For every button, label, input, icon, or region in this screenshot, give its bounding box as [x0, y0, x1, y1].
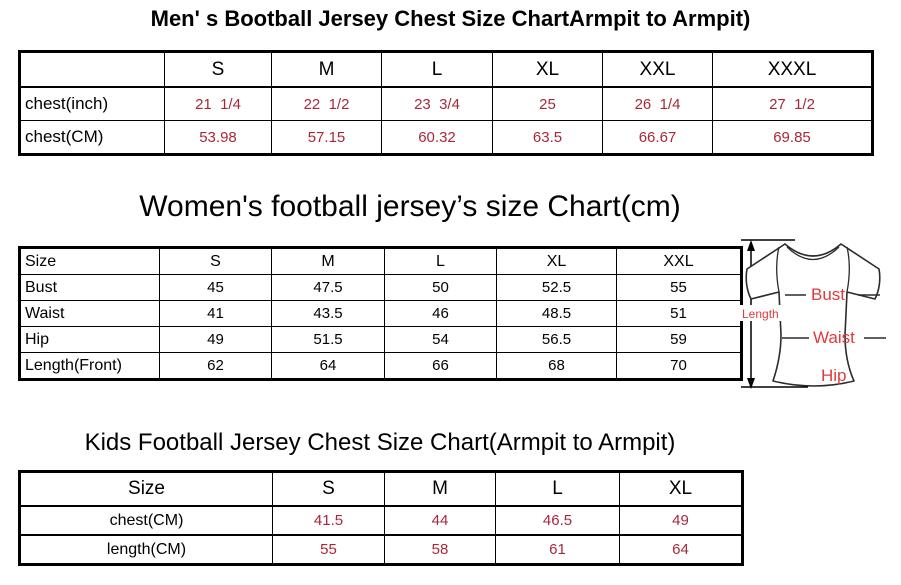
value-cell: 45	[159, 274, 272, 301]
value-cell: 22 1/2	[271, 86, 382, 121]
mens-size-table: S M L XL XXL XXXL chest(inch) 21 1/4 22 1/2 23 3…	[18, 50, 874, 156]
size-column-header: S	[159, 247, 272, 275]
table-row: chest(CM) 41.5 44 46.5 49	[19, 505, 743, 536]
value-cell: 50	[384, 274, 497, 301]
row-label: Length(Front)	[19, 352, 160, 380]
mens-chart-title: Men' s Bootball Jersey Chest Size ChartA…	[150, 6, 751, 31]
value-cell: 49	[159, 326, 272, 353]
table-row: Hip 49 51.5 54 56.5 59	[19, 326, 742, 353]
table-row: chest(inch) 21 1/4 22 1/2 23 3/4 25 26 1/4 27 …	[19, 86, 873, 121]
table-row: chest(CM) 53.98 57.15 60.32 63.5 66.67 69.85	[19, 120, 873, 155]
value-cell: 21 1/4	[164, 86, 272, 121]
value-cell: 51	[616, 300, 742, 327]
label-column-header: Size	[19, 471, 273, 507]
table-row: Length(Front) 62 64 66 68 70	[19, 352, 742, 380]
value-cell: 52.5	[496, 274, 617, 301]
value-cell: 53.98	[164, 120, 272, 155]
value-cell: 63.5	[492, 120, 603, 155]
bust-label: Bust	[811, 285, 845, 304]
value-cell: 70	[616, 352, 742, 380]
kids-size-table: Size S M L XL chest(CM) 41.5 44 46.5 49 length(CM…	[18, 470, 744, 566]
row-label: chest(CM)	[19, 120, 165, 155]
size-column-header: M	[271, 51, 382, 88]
value-cell: 44	[384, 505, 496, 536]
row-label: Bust	[19, 274, 160, 301]
value-cell: 64	[271, 352, 385, 380]
size-column-header: S	[272, 471, 385, 507]
table-row: Bust 45 47.5 50 52.5 55	[19, 274, 742, 301]
label-column-header: Size	[19, 247, 160, 275]
value-cell: 64	[619, 534, 743, 565]
value-cell: 46.5	[495, 505, 620, 536]
value-cell: 55	[616, 274, 742, 301]
size-column-header: L	[384, 247, 497, 275]
size-column-header: L	[381, 51, 493, 88]
value-cell: 55	[272, 534, 385, 565]
value-cell: 23 3/4	[381, 86, 493, 121]
table-header-row: S M L XL XXL XXXL	[19, 51, 873, 88]
size-column-header: XXL	[616, 247, 742, 275]
waist-label: Waist	[813, 328, 855, 347]
kids-chart-title: Kids Football Jersey Chest Size Chart(Ar…	[84, 429, 676, 456]
value-cell: 47.5	[271, 274, 385, 301]
size-column-header: XL	[496, 247, 617, 275]
row-label: length(CM)	[19, 534, 273, 565]
value-cell: 66	[384, 352, 497, 380]
table-header-row: Size S M L XL XXL	[19, 247, 742, 275]
table-header-row: Size S M L XL	[19, 471, 743, 507]
value-cell: 41	[159, 300, 272, 327]
value-cell: 54	[384, 326, 497, 353]
value-cell: 66.67	[602, 120, 713, 155]
size-column-header: XXL	[602, 51, 713, 88]
value-cell: 25	[492, 86, 603, 121]
size-column-header: S	[164, 51, 272, 88]
size-column-header: XL	[619, 471, 743, 507]
hip-label: Hip	[821, 366, 847, 385]
value-cell: 59	[616, 326, 742, 353]
value-cell: 69.85	[712, 120, 873, 155]
value-cell: 41.5	[272, 505, 385, 536]
size-column-header: XL	[492, 51, 603, 88]
value-cell: 62	[159, 352, 272, 380]
value-cell: 68	[496, 352, 617, 380]
row-label: Hip	[19, 326, 160, 353]
value-cell: 51.5	[271, 326, 385, 353]
value-cell: 27 1/2	[712, 86, 873, 121]
table-row: length(CM) 55 58 61 64	[19, 534, 743, 565]
value-cell: 60.32	[381, 120, 493, 155]
tshirt-outline-icon	[745, 243, 881, 387]
length-label: Length	[742, 307, 779, 321]
value-cell: 26 1/4	[602, 86, 713, 121]
value-cell: 46	[384, 300, 497, 327]
womens-size-table: Size S M L XL XXL Bust 45 47.5 50 52.5 55 Waist 41 43…	[18, 246, 743, 381]
value-cell: 57.15	[271, 120, 382, 155]
size-column-header: M	[384, 471, 496, 507]
size-column-header: L	[495, 471, 620, 507]
value-cell: 58	[384, 534, 496, 565]
tshirt-measurement-diagram: Length Bust Waist Hip	[740, 239, 886, 389]
value-cell: 48.5	[496, 300, 617, 327]
size-column-header: M	[271, 247, 385, 275]
size-column-header: XXXL	[712, 51, 873, 88]
value-cell: 61	[495, 534, 620, 565]
length-label-backplate	[740, 305, 787, 321]
row-label: chest(inch)	[19, 86, 165, 121]
value-cell: 43.5	[271, 300, 385, 327]
value-cell: 56.5	[496, 326, 617, 353]
table-row: Waist 41 43.5 46 48.5 51	[19, 300, 742, 327]
label-column-header	[19, 51, 165, 88]
value-cell: 49	[619, 505, 743, 536]
womens-chart-title: Women's football jersey’s size Chart(cm)	[139, 190, 681, 223]
row-label: chest(CM)	[19, 505, 273, 536]
row-label: Waist	[19, 300, 160, 327]
